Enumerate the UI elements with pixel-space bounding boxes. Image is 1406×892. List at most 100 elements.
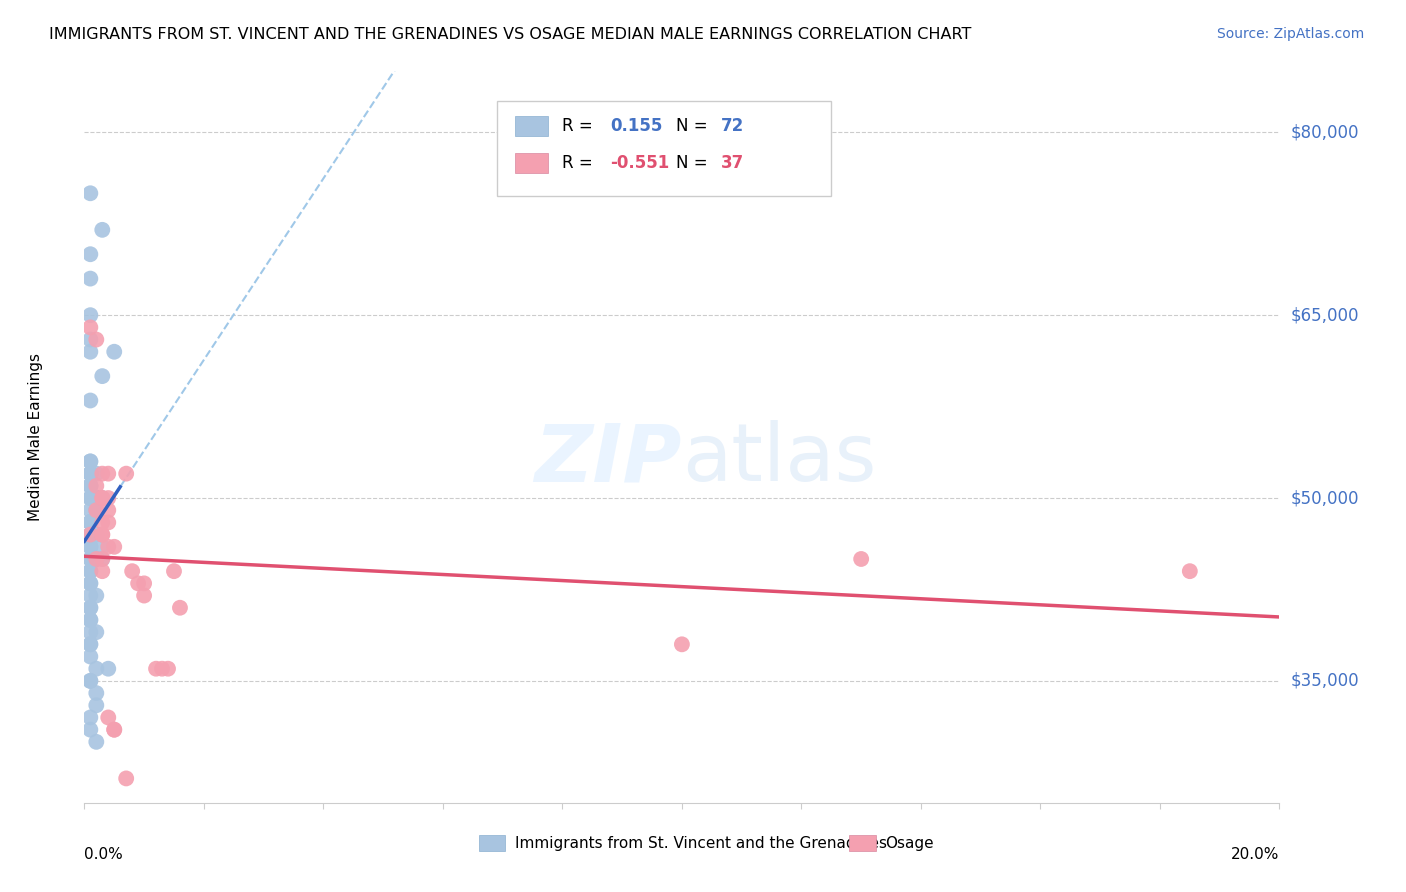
- Point: [132, 576, 156, 591]
- Point: [79, 454, 101, 468]
- Point: [103, 344, 125, 359]
- Point: [79, 637, 101, 651]
- Point: [79, 271, 101, 285]
- Point: [86, 686, 108, 700]
- Point: [86, 527, 108, 541]
- Text: $80,000: $80,000: [1291, 123, 1360, 141]
- Point: [91, 467, 114, 481]
- Point: [79, 467, 101, 481]
- Point: [97, 491, 120, 505]
- Text: $65,000: $65,000: [1291, 306, 1360, 324]
- Point: [86, 625, 108, 640]
- Text: Median Male Earnings: Median Male Earnings: [28, 353, 42, 521]
- Point: [79, 503, 101, 517]
- Point: [86, 491, 108, 505]
- Point: [79, 576, 101, 591]
- Point: [91, 223, 114, 237]
- Point: [79, 344, 101, 359]
- Point: [79, 516, 101, 530]
- Point: [79, 552, 101, 566]
- Point: [115, 772, 138, 786]
- Point: [97, 710, 120, 724]
- Point: [86, 552, 108, 566]
- Point: [79, 540, 101, 554]
- Point: [1178, 564, 1201, 578]
- Point: [79, 540, 101, 554]
- Point: [79, 308, 101, 322]
- Text: Osage: Osage: [886, 836, 934, 851]
- Point: [79, 673, 101, 688]
- Point: [91, 552, 114, 566]
- Point: [79, 516, 101, 530]
- Point: [79, 710, 101, 724]
- Point: [86, 491, 108, 505]
- Point: [79, 649, 101, 664]
- Point: [79, 613, 101, 627]
- Point: [79, 491, 101, 505]
- Point: [86, 589, 108, 603]
- Point: [91, 491, 114, 505]
- Text: R =: R =: [562, 117, 599, 136]
- Point: [91, 491, 114, 505]
- Point: [79, 564, 101, 578]
- Point: [79, 516, 101, 530]
- Text: Immigrants from St. Vincent and the Grenadines: Immigrants from St. Vincent and the Gren…: [515, 836, 887, 851]
- Point: [86, 333, 108, 347]
- Point: [79, 467, 101, 481]
- FancyBboxPatch shape: [479, 835, 505, 851]
- Point: [79, 479, 101, 493]
- Point: [86, 467, 108, 481]
- Text: $35,000: $35,000: [1291, 672, 1360, 690]
- Point: [79, 247, 101, 261]
- Text: $50,000: $50,000: [1291, 489, 1360, 507]
- FancyBboxPatch shape: [515, 116, 548, 136]
- Point: [157, 662, 180, 676]
- Point: [91, 491, 114, 505]
- Point: [91, 527, 114, 541]
- Point: [145, 662, 167, 676]
- Text: IMMIGRANTS FROM ST. VINCENT AND THE GRENADINES VS OSAGE MEDIAN MALE EARNINGS COR: IMMIGRANTS FROM ST. VINCENT AND THE GREN…: [49, 27, 972, 42]
- Point: [79, 516, 101, 530]
- Text: -0.551: -0.551: [610, 153, 669, 172]
- Point: [97, 467, 120, 481]
- Point: [115, 467, 138, 481]
- Point: [79, 600, 101, 615]
- Point: [79, 673, 101, 688]
- Point: [150, 662, 173, 676]
- Point: [79, 564, 101, 578]
- Point: [91, 369, 114, 384]
- Point: [86, 698, 108, 713]
- Point: [79, 491, 101, 505]
- Point: [97, 540, 120, 554]
- Point: [103, 723, 125, 737]
- Point: [79, 600, 101, 615]
- Point: [671, 637, 693, 651]
- Point: [79, 393, 101, 408]
- Point: [86, 662, 108, 676]
- Point: [851, 552, 873, 566]
- Point: [79, 320, 101, 334]
- Point: [79, 576, 101, 591]
- FancyBboxPatch shape: [849, 835, 876, 851]
- Text: 0.155: 0.155: [610, 117, 662, 136]
- Point: [86, 503, 108, 517]
- Point: [86, 491, 108, 505]
- Point: [91, 540, 114, 554]
- Point: [79, 479, 101, 493]
- Point: [97, 662, 120, 676]
- Point: [86, 491, 108, 505]
- Point: [79, 454, 101, 468]
- Point: [127, 576, 149, 591]
- FancyBboxPatch shape: [496, 101, 831, 195]
- Point: [79, 467, 101, 481]
- Point: [79, 479, 101, 493]
- Text: N =: N =: [676, 153, 713, 172]
- Point: [79, 540, 101, 554]
- Point: [79, 723, 101, 737]
- Text: 37: 37: [721, 153, 745, 172]
- Point: [121, 564, 143, 578]
- Point: [132, 589, 156, 603]
- Point: [79, 589, 101, 603]
- Point: [91, 527, 114, 541]
- Point: [86, 503, 108, 517]
